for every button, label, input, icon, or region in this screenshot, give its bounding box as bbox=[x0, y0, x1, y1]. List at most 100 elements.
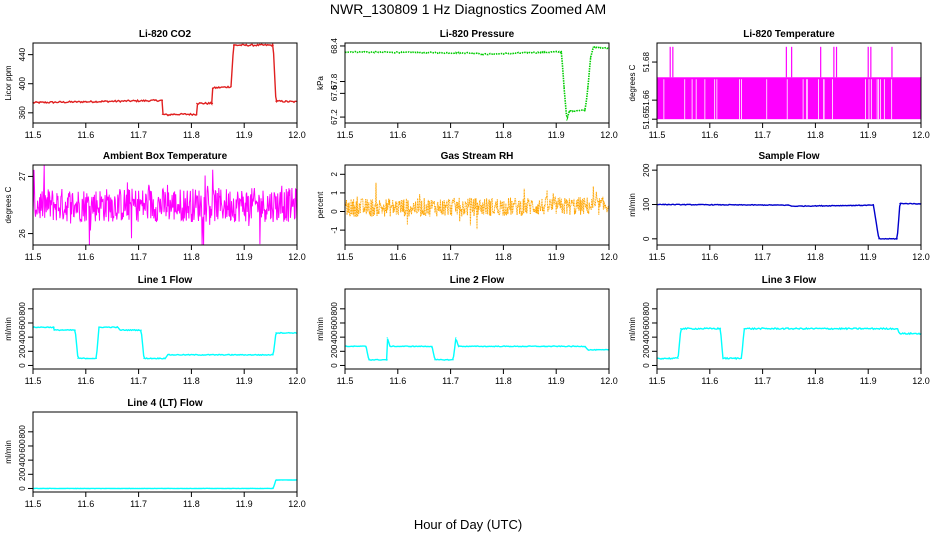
y-axis-label: ml/min bbox=[4, 440, 13, 464]
plot-area bbox=[32, 325, 298, 360]
panel-2: Li-820 Pressure 11.5 11.6 11.7 11.8 11.9 12.0 6… bbox=[316, 29, 618, 140]
series-1-point bbox=[584, 109, 586, 111]
series-1-line bbox=[33, 479, 297, 490]
y-tick-label: 0 bbox=[18, 363, 27, 368]
figure-xlabel: Hour of Day (UTC) bbox=[413, 517, 523, 532]
x-tick-label: 11.8 bbox=[495, 376, 512, 386]
y-tick-label: 0 bbox=[330, 363, 339, 368]
y-tick-label: 400 bbox=[18, 77, 27, 91]
series-1-point bbox=[680, 328, 682, 330]
x-tick-label: 11.6 bbox=[77, 252, 94, 262]
x-tick-label: 11.7 bbox=[130, 376, 147, 386]
series-1-point bbox=[116, 326, 119, 328]
series-1-point bbox=[98, 326, 100, 328]
y-tick-label: -1 bbox=[330, 226, 339, 234]
series-1-point bbox=[196, 113, 198, 115]
x-tick-label: 11.9 bbox=[548, 252, 565, 262]
y-axis-label: ml/min bbox=[628, 317, 637, 341]
x-tick-label: 11.7 bbox=[442, 252, 459, 262]
x-tick-label: 11.6 bbox=[77, 499, 94, 509]
panel-title: Line 4 (LT) Flow bbox=[127, 398, 203, 409]
series-1-point bbox=[434, 359, 436, 361]
y-tick-label: 400 bbox=[642, 330, 651, 344]
series-1-point bbox=[172, 113, 174, 115]
x-tick-label: 11.8 bbox=[495, 130, 512, 140]
x-tick-label: 11.7 bbox=[754, 376, 771, 386]
x-tick-label: 12.0 bbox=[288, 376, 306, 386]
x-tick-label: 12.0 bbox=[600, 252, 618, 262]
y-tick-label: 400 bbox=[330, 330, 339, 344]
x-tick-label: 11.9 bbox=[236, 499, 253, 509]
plot-area bbox=[656, 326, 922, 361]
panel-7: Line 1 Flow 11.5 11.6 11.7 11.8 11.9 12.0 0 2004… bbox=[4, 275, 306, 386]
series-1-line bbox=[344, 45, 610, 121]
series-1-point bbox=[95, 357, 97, 359]
panel-4: Ambient Box Temperature 11.5 11.6 11.7 11.8 1… bbox=[4, 151, 306, 262]
series-1-point bbox=[677, 357, 679, 359]
plot-frame bbox=[656, 164, 922, 246]
series-1-line bbox=[32, 325, 298, 360]
y-tick-label: 200 bbox=[642, 163, 651, 177]
y-tick-label: 400 bbox=[18, 330, 27, 344]
series-1-point bbox=[143, 357, 145, 359]
series-1-line bbox=[656, 202, 922, 240]
x-tick-label: 11.8 bbox=[807, 130, 824, 140]
series-1-point bbox=[167, 114, 169, 116]
series-1-point bbox=[584, 345, 586, 347]
series-1-point bbox=[481, 53, 483, 55]
y-axis-label: degrees C bbox=[4, 186, 13, 223]
series-1-line bbox=[32, 164, 298, 246]
series-1-point bbox=[77, 357, 79, 359]
series-1-point bbox=[566, 119, 568, 121]
x-tick-label: 11.8 bbox=[183, 376, 200, 386]
series-1-point bbox=[722, 357, 724, 359]
y-tick-label: 800 bbox=[18, 425, 27, 439]
x-tick-label: 11.7 bbox=[754, 130, 771, 140]
series-1-point bbox=[196, 102, 198, 104]
y-tick-label: 600 bbox=[642, 316, 651, 330]
series-1-point bbox=[53, 329, 55, 331]
series-1-point bbox=[275, 479, 277, 481]
series-1-band bbox=[657, 77, 921, 120]
x-tick-label: 11.6 bbox=[701, 252, 718, 262]
panel-10: Line 4 (LT) Flow 11.5 11.6 11.7 11.8 11.9 12.0… bbox=[4, 398, 306, 509]
x-tick-label: 11.8 bbox=[183, 130, 200, 140]
panel-8: Line 2 Flow 11.5 11.6 11.7 11.8 11.9 12.0 0 2004… bbox=[316, 275, 618, 386]
y-tick-label: 600 bbox=[18, 316, 27, 330]
panel-3: Li-820 Temperature 11.5 11.6 11.7 11.8 11.9 12… bbox=[628, 29, 930, 140]
panel-title: Sample Flow bbox=[758, 151, 819, 162]
series-1-point bbox=[272, 354, 274, 356]
series-1-point bbox=[589, 57, 592, 59]
panel-6: Sample Flow 11.5 11.6 11.7 11.8 11.9 12.0 0 100 2… bbox=[628, 151, 930, 262]
series-1-point bbox=[140, 329, 142, 331]
x-tick-label: 11.5 bbox=[337, 130, 354, 140]
series-1-point bbox=[275, 332, 277, 334]
series-1-point bbox=[233, 44, 235, 46]
series-1-point bbox=[595, 47, 597, 49]
plot-area bbox=[344, 337, 610, 361]
y-tick-label: 2 bbox=[330, 172, 339, 177]
y-tick-label: 27 bbox=[18, 171, 27, 180]
series-1-point bbox=[899, 202, 901, 205]
series-1-point bbox=[275, 100, 277, 102]
x-tick-label: 12.0 bbox=[912, 130, 930, 140]
y-tick-label: 68.4 bbox=[330, 38, 339, 54]
x-tick-label: 11.9 bbox=[860, 130, 877, 140]
panel-title: Line 3 Flow bbox=[762, 275, 817, 286]
series-1-point bbox=[555, 51, 557, 53]
y-tick-label: 440 bbox=[18, 47, 27, 61]
x-tick-label: 11.9 bbox=[860, 376, 877, 386]
series-1-point bbox=[899, 333, 901, 335]
y-axis-label: Licor ppm bbox=[4, 65, 13, 100]
y-tick-label: 51.68 bbox=[642, 51, 651, 72]
plot-frame bbox=[344, 164, 610, 246]
panel-title: Gas Stream RH bbox=[441, 151, 514, 162]
x-tick-label: 11.9 bbox=[236, 130, 253, 140]
series-1-point bbox=[788, 204, 790, 206]
panel-5: Gas Stream RH 11.5 11.6 11.7 11.8 11.9 12.0 -1 0… bbox=[316, 151, 618, 262]
series-1-point bbox=[272, 44, 274, 46]
series-1-point bbox=[743, 328, 745, 330]
x-tick-label: 11.9 bbox=[548, 130, 565, 140]
series-1-point bbox=[896, 238, 898, 240]
x-tick-label: 11.5 bbox=[649, 376, 666, 386]
